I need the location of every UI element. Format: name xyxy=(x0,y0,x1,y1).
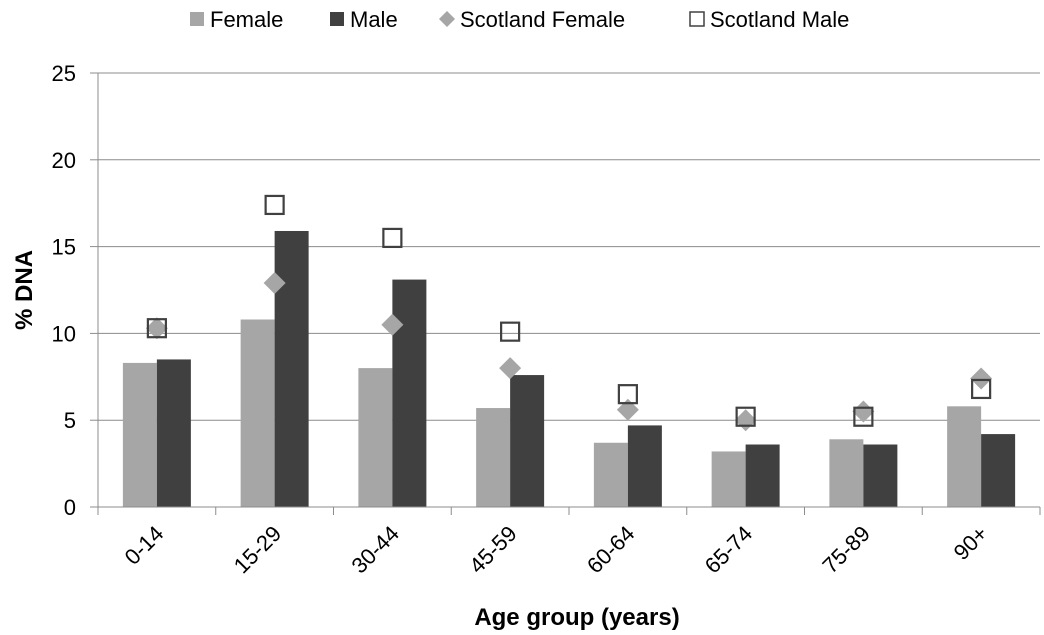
x-tick-label: 65-74 xyxy=(700,521,757,578)
legend: Female Male Scotland Female Scotland Male xyxy=(190,7,849,32)
marker-scotland-female xyxy=(263,272,286,295)
marker-scotland-male xyxy=(500,321,521,342)
legend-label: Scotland Female xyxy=(460,7,625,32)
bar-female xyxy=(593,442,628,507)
y-tick-label: 25 xyxy=(52,61,76,86)
y-tick-label: 0 xyxy=(64,495,76,520)
y-tick-label: 15 xyxy=(52,235,76,260)
marker-scotland-male xyxy=(971,378,992,400)
bar-female xyxy=(829,439,864,507)
bar-female xyxy=(240,319,275,507)
marker-scotland-female xyxy=(852,400,875,423)
axes xyxy=(90,72,1041,515)
marker-scotland-female xyxy=(381,313,404,336)
x-tick-label: 45-59 xyxy=(464,521,521,578)
legend-symbol xyxy=(330,12,344,26)
marker-scotland-male xyxy=(853,406,874,427)
legend-symbol xyxy=(439,11,455,27)
marker-scotland-male xyxy=(735,406,756,427)
marker-scotland-female xyxy=(145,317,168,340)
legend-label: Male xyxy=(350,7,398,32)
x-tick-label: 75-89 xyxy=(817,521,874,578)
legend-symbol xyxy=(689,11,705,27)
bar-female xyxy=(122,362,157,507)
marker-scotland-male xyxy=(382,227,403,249)
marker-scotland-male xyxy=(617,384,638,405)
bar-male xyxy=(981,434,1016,507)
bar-male xyxy=(510,375,545,507)
x-tick-label: 90+ xyxy=(949,521,993,565)
marker-scotland-female xyxy=(734,409,757,432)
marker-scotland-female xyxy=(970,367,993,390)
x-tick-label: 30-44 xyxy=(346,521,403,578)
x-tick-label: 0-14 xyxy=(120,521,169,570)
marker-scotland-female xyxy=(616,398,639,421)
bar-male xyxy=(745,444,780,507)
x-tick-label: 60-64 xyxy=(582,521,639,578)
bar-female xyxy=(358,368,393,507)
legend-label: Female xyxy=(210,7,283,32)
marker-scotland-male xyxy=(146,318,167,339)
bar-male xyxy=(392,279,427,507)
y-tick-label: 10 xyxy=(52,321,76,346)
gridlines xyxy=(98,72,1040,421)
bar-female xyxy=(476,408,511,507)
bars xyxy=(122,230,1016,507)
y-axis-title: % DNA xyxy=(11,250,38,330)
bar-female xyxy=(947,406,982,507)
legend-label: Scotland Male xyxy=(710,7,849,32)
marker-scotland-male xyxy=(264,194,285,216)
bar-male xyxy=(627,425,662,507)
x-axis-title: Age group (years) xyxy=(474,604,679,630)
bar-male xyxy=(156,359,191,507)
x-tick-label: 15-29 xyxy=(229,521,286,578)
markers xyxy=(145,194,993,432)
legend-symbol xyxy=(190,12,204,26)
bar-female xyxy=(711,451,746,507)
y-tick-label: 5 xyxy=(64,408,76,433)
bar-male xyxy=(274,230,309,507)
bar-male xyxy=(863,444,898,507)
y-tick-label: 20 xyxy=(52,148,76,173)
marker-scotland-female xyxy=(499,357,522,380)
